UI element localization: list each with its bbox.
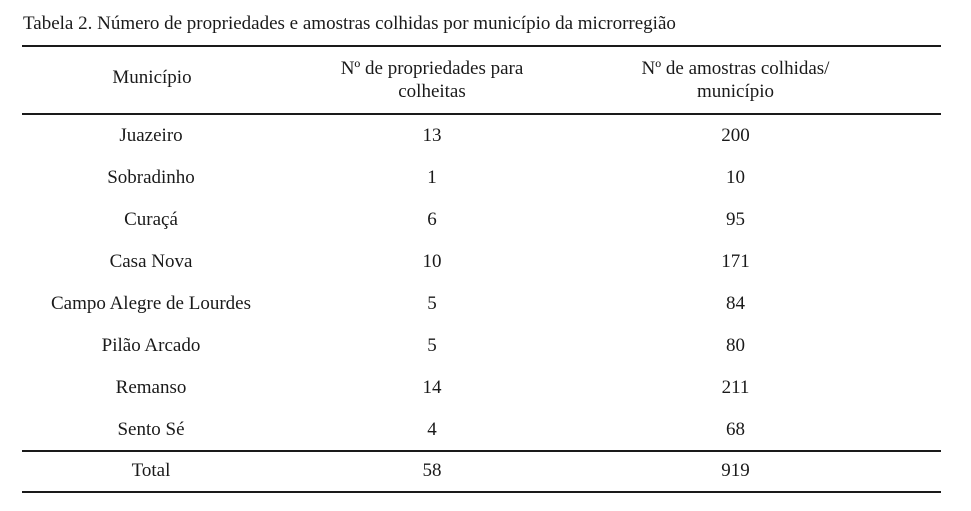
cell-amostras: 84: [726, 293, 745, 314]
total-amostras: 919: [721, 460, 750, 481]
total-row: Total 58 919: [22, 450, 941, 492]
table-row: Campo Alegre de Lourdes 5 84: [22, 283, 941, 325]
table-row: Juazeiro 13 200: [22, 115, 941, 157]
total-propriedades: 58: [422, 460, 442, 481]
header-propriedades: Nº de propriedades para colheitas: [340, 58, 524, 102]
cell-amostras: 95: [726, 209, 745, 230]
cell-amostras: 171: [721, 251, 750, 272]
cell-municipio: Remanso: [115, 377, 187, 398]
cell-propriedades: 10: [422, 251, 442, 272]
cell-amostras: 200: [721, 125, 750, 146]
cell-amostras: 68: [726, 419, 745, 440]
cell-propriedades: 4: [427, 419, 437, 440]
total-label: Total: [131, 460, 171, 481]
table-caption: Tabela 2. Número de propriedades e amost…: [23, 13, 676, 34]
cell-municipio: Sento Sé: [117, 419, 185, 440]
table-row: Sobradinho 1 10: [22, 157, 941, 199]
cell-municipio: Sobradinho: [107, 167, 195, 188]
cell-amostras: 10: [726, 167, 745, 188]
cell-propriedades: 5: [427, 293, 437, 314]
cell-municipio: Campo Alegre de Lourdes: [51, 293, 251, 314]
cell-municipio: Pilão Arcado: [101, 335, 201, 356]
cell-propriedades: 13: [422, 125, 442, 146]
header-municipio: Município: [112, 67, 192, 88]
table-row: Sento Sé 4 68: [22, 409, 941, 451]
total-rule: [22, 450, 941, 452]
table-row: Casa Nova 10 171: [22, 241, 941, 283]
header-amostras: Nº de amostras colhidas/ município: [641, 58, 830, 102]
cell-amostras: 211: [721, 377, 750, 398]
header-rule: [22, 113, 941, 115]
cell-municipio: Curaçá: [124, 209, 178, 230]
data-table: Município Nº de propriedades para colhei…: [22, 45, 941, 493]
bottom-rule: [22, 491, 941, 493]
top-rule: [22, 45, 941, 47]
cell-municipio: Juazeiro: [119, 125, 183, 146]
cell-municipio: Casa Nova: [109, 251, 193, 272]
table-row: Pilão Arcado 5 80: [22, 325, 941, 367]
cell-amostras: 80: [726, 335, 745, 356]
cell-propriedades: 14: [422, 377, 442, 398]
cell-propriedades: 1: [427, 167, 437, 188]
table-row: Curaçá 6 95: [22, 199, 941, 241]
table-row: Remanso 14 211: [22, 367, 941, 409]
cell-propriedades: 6: [427, 209, 437, 230]
cell-propriedades: 5: [427, 335, 437, 356]
